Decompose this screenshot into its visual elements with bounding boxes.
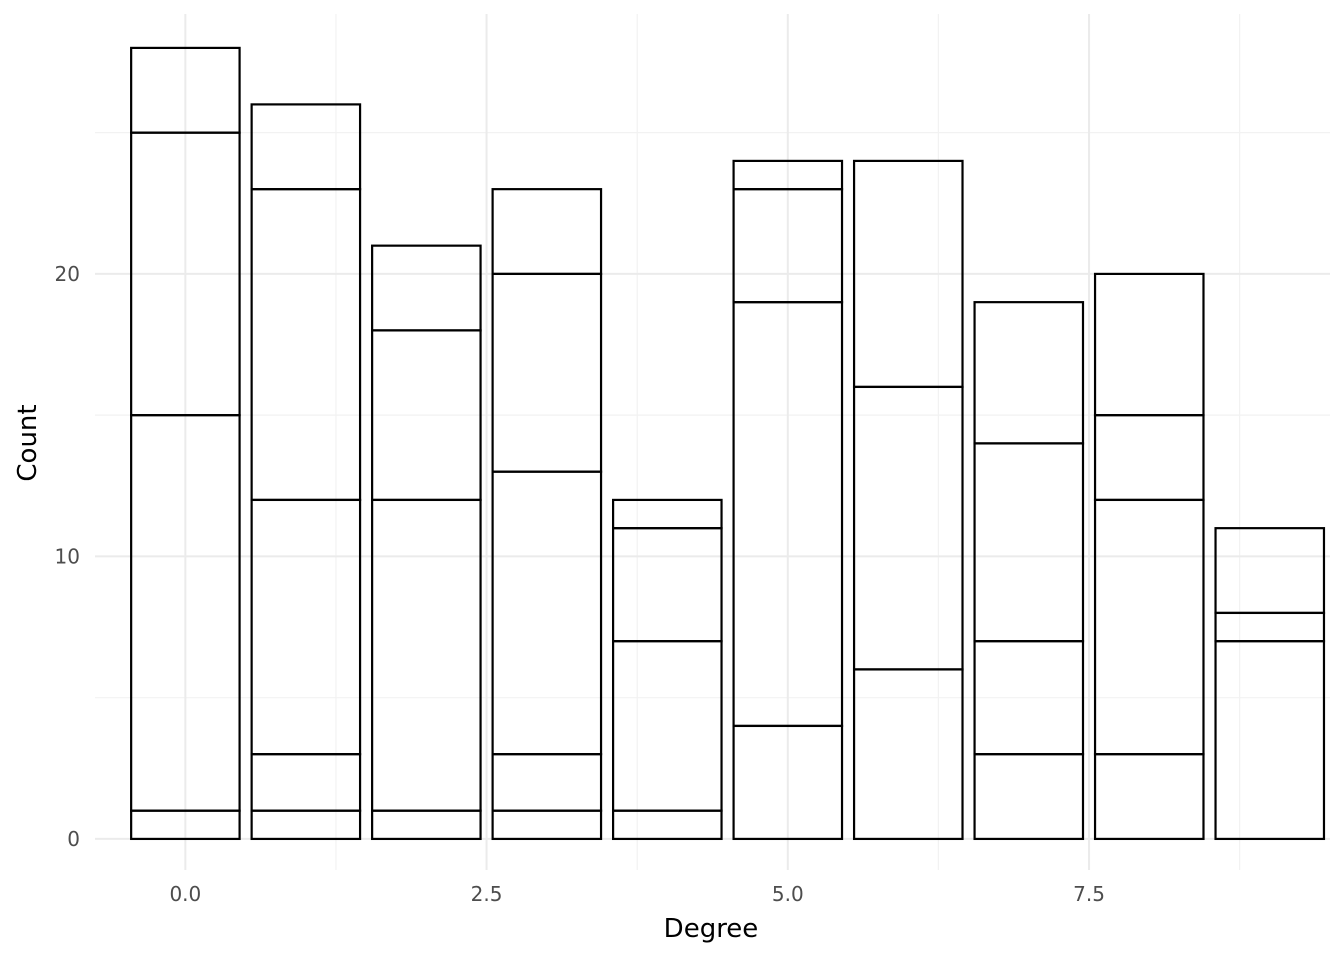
bar-stack bbox=[491, 188, 603, 841]
bar-segment bbox=[491, 809, 603, 841]
bar-segment bbox=[250, 809, 362, 841]
bar-segment bbox=[250, 753, 362, 812]
bar-segment bbox=[250, 498, 362, 756]
bar-segment bbox=[732, 159, 844, 191]
bar-segment bbox=[973, 301, 1085, 445]
bar-stack bbox=[973, 301, 1085, 841]
bar-stack bbox=[130, 46, 241, 841]
bar-segment bbox=[491, 470, 603, 756]
bar-stack bbox=[250, 103, 362, 841]
bar-segment bbox=[371, 498, 482, 812]
bar-segment bbox=[371, 244, 482, 332]
bar-segment bbox=[1093, 272, 1205, 417]
bar-segment bbox=[1093, 498, 1205, 756]
bar-segment bbox=[1093, 753, 1205, 841]
bar-segment bbox=[973, 753, 1085, 841]
bar-segment bbox=[491, 188, 603, 276]
bar-stack bbox=[1093, 272, 1205, 841]
bar-segment bbox=[250, 103, 362, 191]
gridlines bbox=[95, 14, 1330, 870]
bar-segment bbox=[491, 272, 603, 473]
y-axis-title: Count bbox=[13, 404, 43, 481]
x-tick-label: 0.0 bbox=[169, 882, 201, 906]
bar-segment bbox=[973, 442, 1085, 643]
y-tick-label: 20 bbox=[55, 262, 80, 286]
bar-segment bbox=[611, 809, 723, 841]
bar-segment bbox=[852, 159, 964, 389]
bar-segment bbox=[1214, 527, 1326, 615]
bar-segment bbox=[611, 527, 723, 643]
bar-segment bbox=[852, 385, 964, 671]
bar-segment bbox=[611, 640, 723, 812]
bar-segment bbox=[1214, 640, 1326, 841]
x-tick-label: 2.5 bbox=[471, 882, 503, 906]
bar-stack bbox=[1214, 527, 1326, 841]
bar-segment bbox=[1214, 611, 1326, 643]
bar-segment bbox=[611, 498, 723, 530]
y-axis-tick-labels: 0 10 20 bbox=[55, 262, 80, 851]
x-tick-label: 7.5 bbox=[1073, 882, 1105, 906]
bar-segment bbox=[852, 668, 964, 841]
bar-segment bbox=[250, 188, 362, 502]
bar-segment bbox=[130, 46, 241, 134]
bars bbox=[130, 46, 1326, 841]
bar-stack bbox=[371, 244, 482, 841]
bar-stack bbox=[611, 498, 723, 841]
y-tick-label: 10 bbox=[55, 544, 80, 568]
y-tick-label: 0 bbox=[67, 827, 80, 851]
bar-segment bbox=[491, 753, 603, 812]
bar-stack bbox=[732, 159, 844, 841]
bar-segment bbox=[371, 809, 482, 841]
bar-segment bbox=[1093, 414, 1205, 502]
bar-stack bbox=[852, 159, 964, 841]
x-axis-tick-labels: 0.0 2.5 5.0 7.5 bbox=[169, 882, 1104, 906]
x-axis-title: Degree bbox=[664, 914, 759, 944]
x-tick-label: 5.0 bbox=[772, 882, 804, 906]
